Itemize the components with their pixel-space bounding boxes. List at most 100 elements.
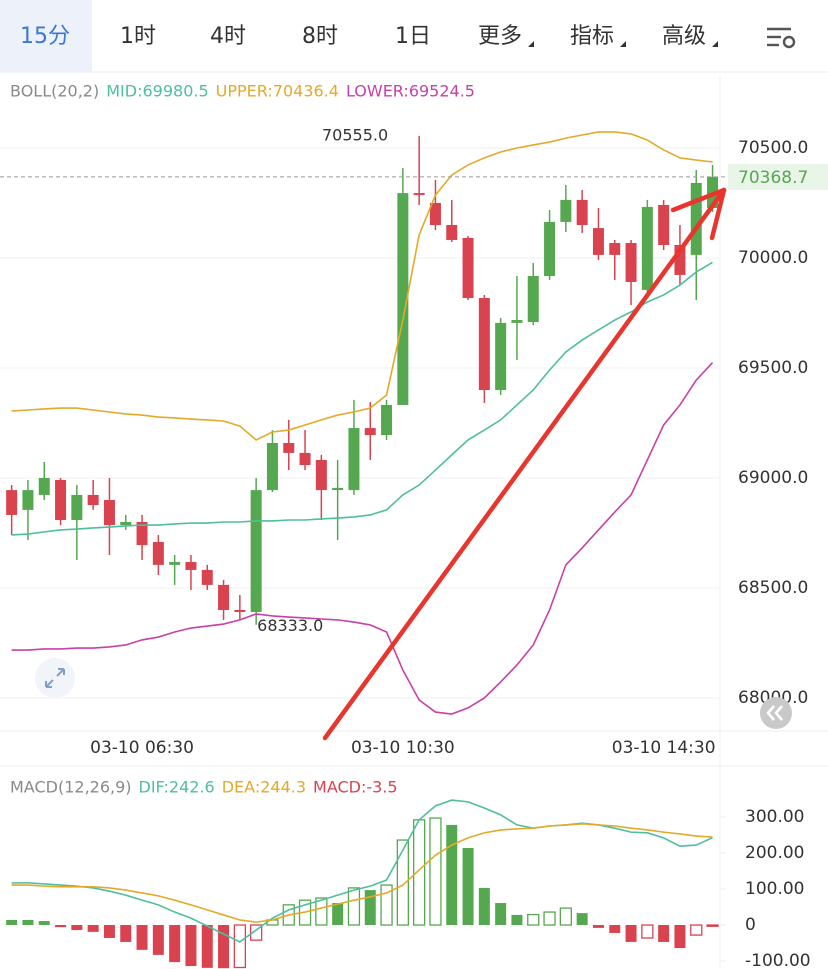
macd-bar: [136, 925, 148, 950]
extreme-label: 68333.0: [257, 616, 323, 635]
candle-body: [152, 542, 164, 565]
macd-bar: [462, 847, 474, 926]
macd-bar: [559, 907, 572, 926]
candle-body: [299, 452, 311, 466]
macd-bar: [690, 924, 703, 936]
expand-button[interactable]: [35, 658, 75, 698]
macd-bar: [511, 914, 523, 926]
macd-bar: [332, 903, 344, 926]
legend-title: BOLL(20,2): [10, 82, 99, 101]
indicator-line: [11, 131, 713, 441]
candle-body: [674, 245, 686, 275]
legend-entry: MACD:-3.5: [313, 778, 398, 797]
candle-body: [120, 521, 132, 526]
dropdown-caret: [528, 41, 534, 47]
candle-body: [71, 494, 83, 521]
candle-body: [55, 479, 67, 521]
macd-bar: [576, 913, 588, 926]
candle-body: [201, 569, 213, 585]
extreme-label: 70555.0: [322, 125, 388, 144]
candle-body: [6, 490, 18, 515]
tab-bar: 15分 1时 4时 8时 1日 更多 指标 高级: [0, 0, 718, 72]
macd-bar: [169, 925, 181, 963]
y-tick-label: 0: [745, 915, 756, 935]
candle-body: [364, 428, 376, 436]
expand-glyph: [45, 668, 65, 688]
arrow-head: [709, 187, 727, 241]
candle-body: [169, 562, 181, 565]
macd-bar: [22, 919, 34, 926]
indicator-line: [11, 362, 714, 715]
tab[interactable]: 8时: [302, 24, 338, 49]
candle-body: [234, 609, 246, 612]
candle-body: [315, 459, 327, 491]
tab[interactable]: 1时: [120, 24, 156, 49]
tab[interactable]: 更多: [478, 24, 522, 49]
macd-bar: [396, 839, 410, 926]
tab[interactable]: 4时: [210, 24, 246, 49]
y-tick-label: 100.00: [745, 879, 804, 899]
macd-bar: [495, 903, 507, 926]
candle-body: [348, 428, 360, 491]
macd-bar: [347, 887, 361, 926]
y-tick-label: 69500.0: [738, 358, 808, 378]
candle-body: [381, 404, 393, 436]
candle-body: [625, 243, 637, 282]
indicator-line: [11, 823, 713, 923]
macd-bar: [625, 925, 637, 942]
candle-body: [511, 320, 523, 323]
legend-entry: DEA:244.3: [222, 778, 306, 797]
macd-bar: [218, 925, 230, 969]
tab[interactable]: 指标: [570, 24, 614, 49]
candle-body: [283, 443, 295, 453]
settings-icon[interactable]: [767, 27, 796, 49]
macd-bar: [120, 925, 132, 942]
x-tick-label: 03-10 14:30: [612, 738, 716, 758]
candle-body: [609, 243, 621, 255]
macd-bar: [201, 925, 213, 968]
tab[interactable]: 15分: [20, 24, 70, 49]
candle-body: [413, 193, 425, 196]
legend-title: MACD(12,26,9): [10, 778, 132, 797]
candle-body: [495, 322, 507, 390]
last-price-box: [728, 163, 828, 190]
y-tick-label: -100.00: [745, 951, 811, 969]
tab[interactable]: 1日: [395, 24, 431, 49]
collapse-button[interactable]: [760, 697, 792, 729]
macd-bar: [87, 925, 99, 932]
macd-bar: [446, 824, 458, 926]
legend-entry: DIF:242.6: [139, 778, 215, 797]
legend-entry: UPPER:70436.4: [216, 82, 339, 101]
candle-body: [185, 562, 197, 570]
tab[interactable]: 高级: [662, 24, 706, 49]
candle-body: [576, 199, 588, 225]
x-tick-label: 03-10 10:30: [351, 738, 455, 758]
candle-body: [38, 477, 50, 495]
last-price-label: 70368.7: [738, 168, 808, 188]
macd-bar: [315, 897, 328, 926]
y-tick-label: 68500.0: [738, 578, 808, 598]
candle-body: [429, 202, 441, 225]
macd-bar: [527, 913, 540, 926]
candle-body: [22, 490, 34, 510]
x-tick-label: 03-10 06:30: [90, 738, 194, 758]
collapse-glyph: [766, 705, 783, 721]
y-tick-label: 69000.0: [738, 468, 808, 488]
candle-body: [592, 228, 604, 255]
y-tick-label: 200.00: [745, 843, 804, 863]
macd-bar: [71, 925, 83, 931]
macd-bar: [185, 925, 197, 967]
arrow-head: [670, 187, 727, 213]
candle-body: [266, 443, 278, 491]
macd-bar: [233, 924, 247, 969]
macd-bar: [38, 921, 50, 926]
y-tick-label: 70500.0: [738, 138, 808, 158]
macd-bar: [658, 925, 670, 942]
candle-body: [544, 221, 556, 277]
candle-body: [332, 487, 344, 491]
macd-bar: [592, 925, 604, 928]
icon-gear: [782, 35, 796, 49]
dropdown-caret: [620, 41, 626, 47]
macd-bar: [55, 925, 67, 928]
candle-body: [690, 182, 702, 255]
